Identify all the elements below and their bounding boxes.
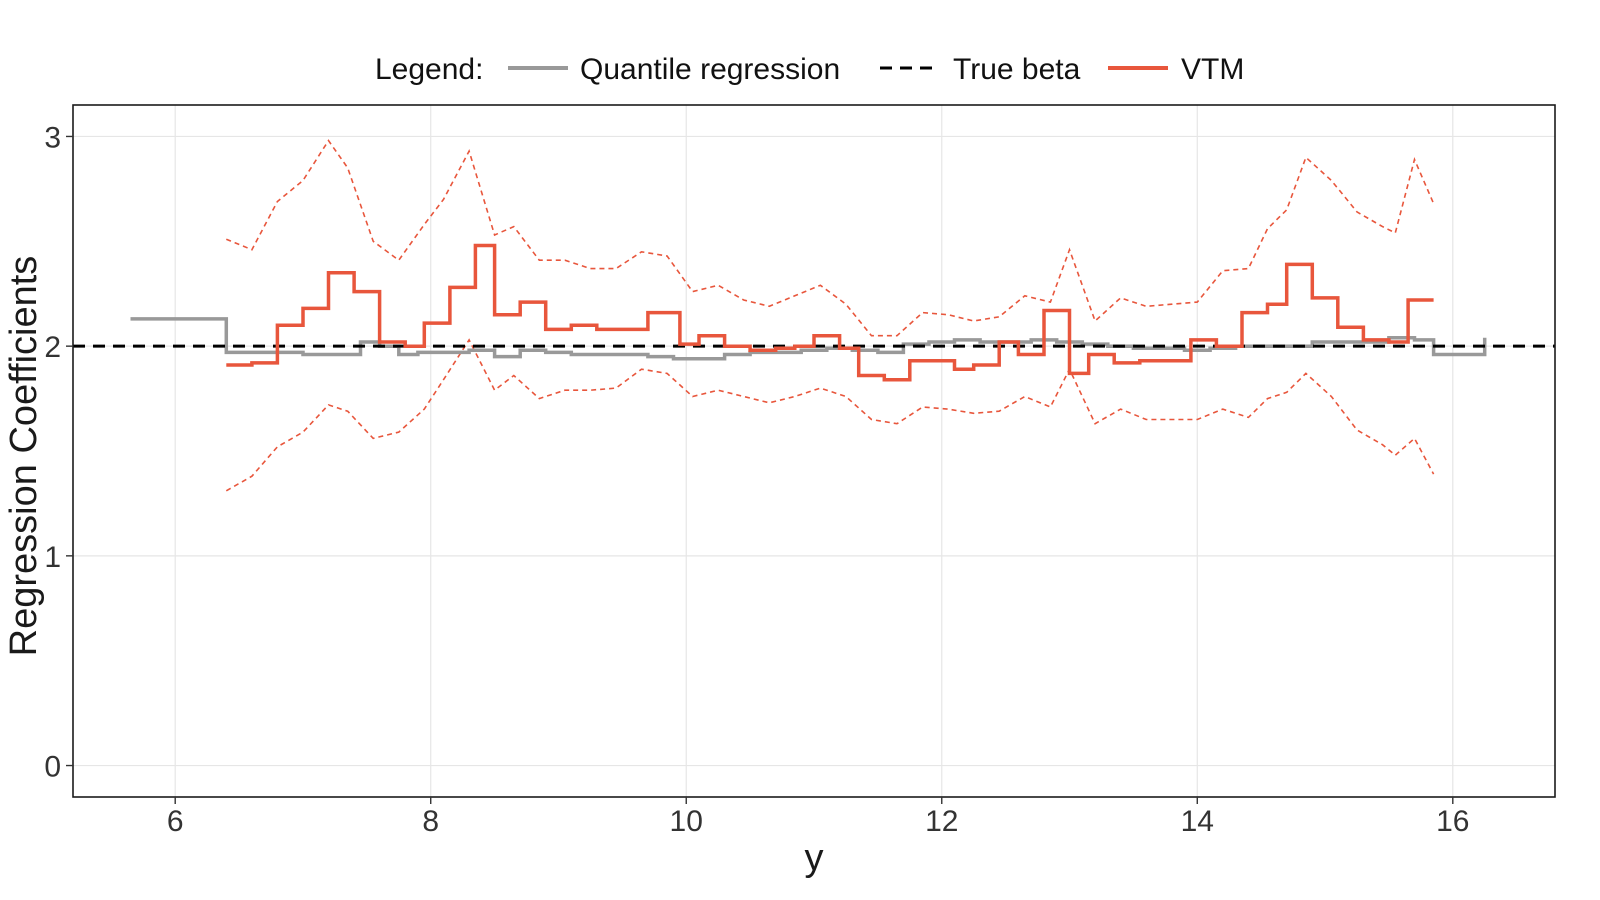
- legend-label: Quantile regression: [580, 53, 840, 86]
- quantile-regression-line: [130, 317, 1487, 361]
- legend-label: True beta: [953, 53, 1081, 86]
- legend-label: VTM: [1181, 53, 1244, 86]
- legend-title: Legend:: [375, 53, 483, 86]
- series: [73, 139, 1555, 492]
- vtm-lower-band-line: [225, 338, 1435, 492]
- legend: Legend: Quantile regression True beta VTM: [375, 53, 1244, 86]
- x-tick-label: 12: [925, 805, 958, 838]
- vtm-upper-band-line: [225, 139, 1435, 337]
- y-axis-title: Regression Coefficients: [3, 256, 45, 657]
- y-tick-label: 3: [44, 121, 61, 154]
- x-tick-label: 6: [167, 805, 184, 838]
- plot-panel-border: [72, 104, 1556, 798]
- x-tick-label: 14: [1181, 805, 1214, 838]
- x-axis-title: y: [805, 837, 824, 879]
- vtm-line: [226, 243, 1434, 382]
- y-tick-label: 2: [44, 331, 61, 364]
- y-tick-label: 1: [44, 541, 61, 574]
- x-tick-label: 16: [1436, 805, 1469, 838]
- x-tick-label: 10: [670, 805, 703, 838]
- x-tick-label: 8: [422, 805, 439, 838]
- grid: [73, 105, 1555, 797]
- y-tick-label: 0: [44, 751, 61, 784]
